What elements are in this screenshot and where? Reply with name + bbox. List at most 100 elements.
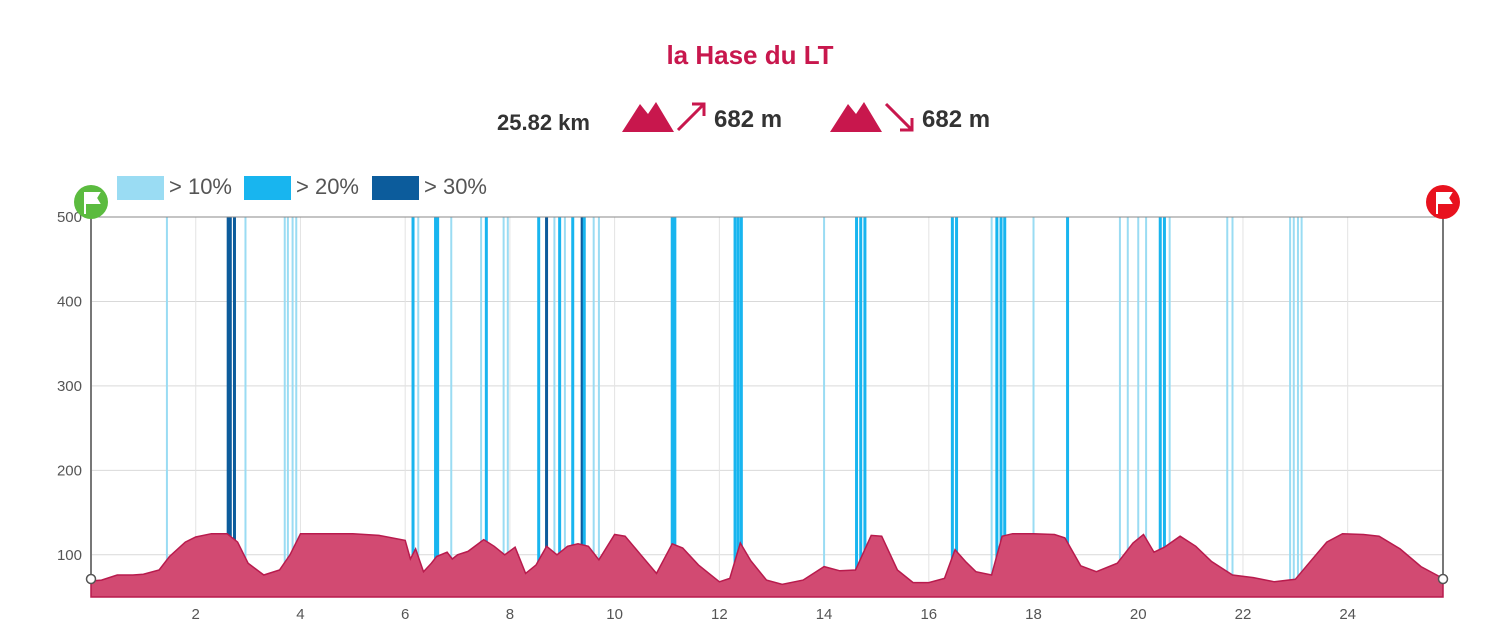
grade-bar	[1003, 217, 1007, 597]
grade-bar	[859, 217, 863, 597]
grade-bar	[1289, 217, 1292, 597]
grade-bar	[226, 217, 230, 597]
grade-bar	[1145, 217, 1148, 597]
grade-bar	[558, 217, 562, 597]
grade-bar	[999, 217, 1003, 597]
grade-bar	[582, 217, 586, 597]
grade-bar	[1226, 217, 1229, 597]
grade-bar	[436, 217, 440, 597]
grade-bar	[165, 217, 168, 597]
grade-bar	[1168, 217, 1171, 597]
y-tick-label: 300	[57, 378, 82, 395]
grade-bar	[434, 217, 438, 597]
descent-mountain-icon	[830, 102, 914, 132]
finish-flag-icon	[1426, 185, 1460, 219]
flags	[74, 185, 1460, 219]
x-tick-label: 10	[606, 606, 623, 623]
legend-label-20: > 20%	[296, 174, 359, 199]
grade-bar	[1118, 217, 1121, 597]
grade-bar	[1292, 217, 1295, 597]
grade-bar	[580, 217, 584, 597]
start-flag-icon	[74, 185, 108, 219]
elevation-profile	[90, 532, 1444, 598]
grade-bar	[563, 217, 566, 597]
y-tick-label: 100	[57, 547, 82, 564]
route-stats: 25.82 km 682 m 682 m	[0, 96, 1500, 136]
y-tick-label: 200	[57, 462, 82, 479]
ascent-value: 682 m	[714, 106, 783, 133]
legend-label-30: > 30%	[424, 174, 487, 199]
end-marker	[1437, 573, 1449, 585]
y-tick-label: 400	[57, 293, 82, 310]
grade-bar	[537, 217, 541, 597]
x-tick-label: 24	[1339, 606, 1356, 623]
x-tick-label: 4	[296, 606, 304, 623]
grade-bar	[286, 217, 289, 597]
grade-bar	[1158, 217, 1162, 597]
distance-value: 25.82 km	[497, 110, 590, 135]
axes	[85, 216, 1449, 585]
grade-bar	[1231, 217, 1234, 597]
grade-bar	[736, 217, 740, 597]
x-tick-label: 14	[816, 606, 833, 623]
grade-bar	[1032, 217, 1035, 597]
grade-bar	[673, 217, 677, 597]
grade-bar	[232, 217, 236, 597]
grade-bar	[244, 217, 247, 597]
grade-bar	[295, 217, 298, 597]
x-tick-label: 6	[401, 606, 409, 623]
legend: > 10% > 20% > 30%	[117, 174, 487, 200]
grade-bar	[863, 217, 867, 597]
grade-bar	[1126, 217, 1129, 597]
grade-bar	[553, 217, 556, 597]
grade-bar	[1137, 217, 1140, 597]
grade-bar	[1300, 217, 1303, 597]
grade-bar	[592, 217, 595, 597]
legend-label-10: > 10%	[169, 174, 232, 199]
grade-bar	[545, 217, 549, 597]
grade-bar	[417, 217, 420, 597]
grade-bar	[739, 217, 743, 597]
grade-bars	[165, 217, 1303, 597]
y-tick-label: 500	[57, 209, 82, 226]
x-tick-label: 8	[506, 606, 514, 623]
grade-bar	[855, 217, 859, 597]
grade-bar	[597, 217, 600, 597]
legend-swatch-20	[244, 176, 291, 200]
grade-bar	[502, 217, 505, 597]
grade-bar	[506, 217, 509, 597]
start-marker	[85, 573, 97, 585]
grade-bar	[1066, 217, 1070, 597]
x-tick-label: 20	[1130, 606, 1147, 623]
route-title: la Hase du LT	[666, 40, 834, 70]
grade-bar	[823, 217, 826, 597]
x-tick-label: 16	[920, 606, 937, 623]
grade-bar	[955, 217, 959, 597]
grade-bar	[990, 217, 993, 597]
legend-swatch-10	[117, 176, 164, 200]
grade-bar	[950, 217, 954, 597]
grade-bar	[733, 217, 737, 597]
grade-bar	[411, 217, 415, 597]
grade-bar	[480, 217, 483, 597]
x-tick-label: 2	[192, 606, 200, 623]
grade-bar	[1162, 217, 1166, 597]
grade-bar	[995, 217, 999, 597]
grade-bar	[450, 217, 453, 597]
grid	[91, 216, 1443, 597]
grade-bar	[291, 217, 294, 597]
legend-swatch-30	[372, 176, 419, 200]
grade-bar	[484, 217, 488, 597]
descent-value: 682 m	[922, 106, 991, 133]
x-tick-label: 12	[711, 606, 728, 623]
grade-bar	[571, 217, 575, 597]
x-tick-label: 22	[1235, 606, 1252, 623]
x-tick-label: 18	[1025, 606, 1042, 623]
grade-bar	[283, 217, 286, 597]
grade-bar	[670, 217, 674, 597]
elevation-area	[90, 532, 1444, 598]
grade-bar	[1296, 217, 1299, 597]
ascent-mountain-icon	[622, 102, 706, 132]
